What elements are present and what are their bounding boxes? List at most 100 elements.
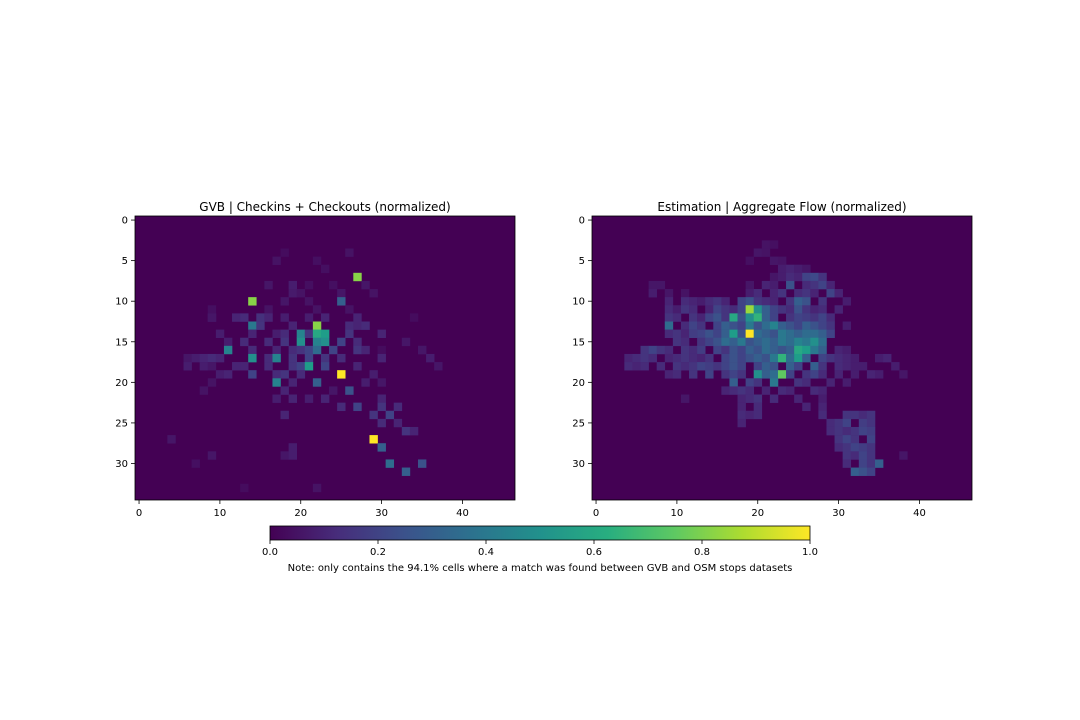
heatmap-cell [777,272,787,282]
heatmap-gvb-y-axis: 0 5 10 15 20 25 30 [115,216,135,470]
heatmap-cell [304,280,314,290]
heatmap-cell [248,370,257,379]
heatmap-cell [320,264,330,274]
heatmap-cell [656,362,666,371]
heatmap-cell [753,329,763,339]
heatmap-gvb-title: GVB | Checkins + Checkouts (normalized) [199,200,450,214]
heatmap-cell [369,410,378,420]
heatmap-cell [745,345,755,355]
heatmap-cell [850,443,860,452]
heatmap-cell [721,386,730,395]
heatmap-cell [664,297,674,306]
heatmap-cell [232,313,241,322]
y-tick-label: 30 [572,459,585,470]
heatmap-cell [353,272,362,282]
heatmap-cell [280,329,289,339]
heatmap-cell [248,297,257,306]
heatmap-cell [761,370,771,379]
heatmap-cell [761,313,771,322]
heatmap-cell [737,305,746,314]
heatmap-cell [810,345,819,355]
heatmap-cell [207,451,217,460]
heatmap-cell [256,313,265,322]
heatmap-cell [769,353,779,363]
heatmap-cell [737,370,746,379]
heatmap-cell [648,345,657,355]
heatmap-cell [272,353,281,363]
heatmap-cell [264,337,273,347]
heatmap-cell [866,459,876,468]
heatmap-cell [729,337,738,347]
heatmap-cell [786,329,795,339]
heatmap-cell [312,483,322,493]
heatmap-cell [345,305,354,314]
heatmap-cell [721,370,730,379]
heatmap-cell [320,394,330,403]
heatmap-cell [810,313,819,322]
heatmap-cell [248,329,257,339]
heatmap-cell [304,353,314,363]
y-tick-label: 5 [122,256,128,267]
heatmap-cell [818,272,827,282]
heatmap-cell [737,329,746,339]
y-tick-label: 20 [115,378,128,389]
heatmap-cell [802,329,811,339]
heatmap-cell [745,289,755,298]
heatmap-cell [786,370,795,379]
heatmap-cell [215,329,225,339]
heatmap-cell [296,289,306,298]
colorbar-tick-label: 0.4 [478,547,494,558]
heatmap-cell [858,418,868,428]
heatmap-cell [640,353,649,363]
heatmap-cell [769,280,779,290]
heatmap-cell [761,353,771,363]
y-tick-label: 0 [122,216,128,227]
heatmap-cell [361,345,370,355]
heatmap-cell [207,353,217,363]
heatmap-cell [786,321,795,330]
heatmap-cell [248,353,257,363]
heatmap-cell [656,345,666,355]
heatmap-cell [769,337,779,347]
heatmap-cell [183,353,192,363]
heatmap-cell [385,459,395,468]
heatmap-cell [713,337,722,347]
heatmap-cell [680,305,690,314]
heatmap-cell [777,370,787,379]
heatmap-cell [802,280,811,290]
heatmap-cell [689,297,698,306]
heatmap-cell [753,297,763,306]
heatmap-cell [794,345,803,355]
heatmap-cell [737,386,746,395]
heatmap-cell [737,337,746,347]
heatmap-cell [826,329,835,339]
x-tick-label: 20 [751,508,764,519]
heatmap-cell [337,402,346,412]
heatmap-cell [648,289,657,298]
heatmap-cell [842,378,852,387]
heatmap-cell [729,329,738,339]
heatmap-cell [223,345,233,355]
heatmap-cell [632,362,641,371]
heatmap-cell [191,353,200,363]
heatmap-cell [721,353,730,363]
heatmap-cell [761,280,771,290]
heatmap-cell [818,305,827,314]
heatmap-cell [761,345,771,355]
heatmap-cell [777,337,787,347]
heatmap-cell [312,378,322,387]
heatmap-cell [737,345,746,355]
heatmap-cell [280,370,289,379]
heatmap-cell [304,313,314,322]
heatmap-cell [729,345,738,355]
colorbar-tick-label: 1.0 [802,547,818,558]
heatmap-cell [753,321,763,330]
heatmap-cell [850,362,860,371]
heatmap-cell [834,418,843,428]
heatmap-cell [777,353,787,363]
heatmap-cell [737,313,746,322]
heatmap-cell [834,435,843,444]
heatmap-cell [794,378,803,387]
heatmap-cell [729,353,738,363]
